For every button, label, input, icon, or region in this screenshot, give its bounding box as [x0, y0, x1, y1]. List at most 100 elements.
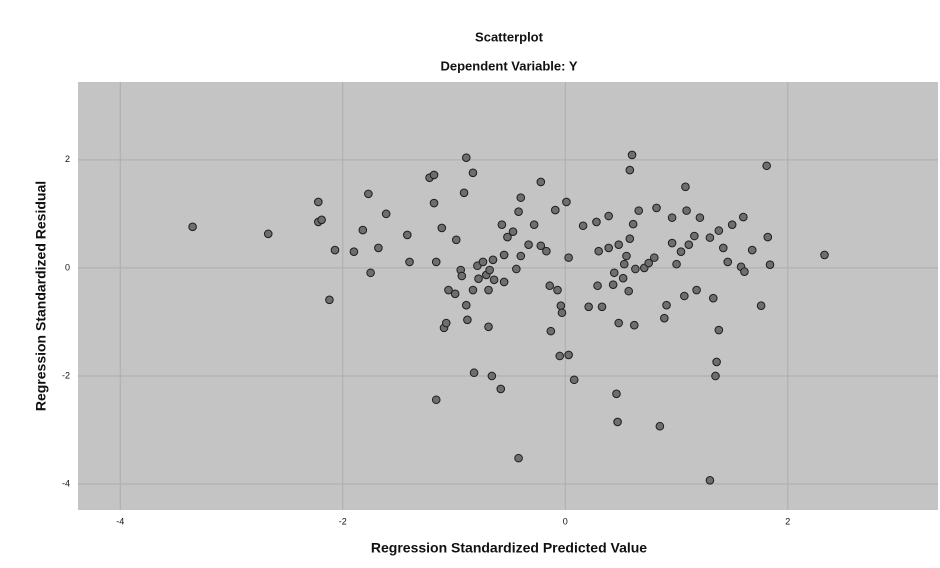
point	[551, 206, 559, 214]
point	[486, 266, 494, 274]
point	[706, 234, 714, 242]
point	[451, 290, 459, 298]
point	[630, 321, 638, 329]
point	[554, 286, 562, 294]
point	[715, 326, 723, 334]
point	[570, 376, 578, 384]
point	[681, 292, 689, 300]
point	[331, 246, 339, 254]
point	[189, 223, 197, 231]
x-tick-label: -4	[116, 516, 124, 526]
point	[593, 218, 601, 226]
point	[628, 151, 636, 159]
point	[763, 162, 771, 170]
point	[619, 274, 627, 282]
plot-area	[78, 82, 938, 510]
point	[629, 220, 637, 228]
point	[485, 286, 493, 294]
point	[543, 247, 551, 255]
point	[712, 372, 720, 380]
point	[696, 214, 704, 222]
point	[500, 251, 508, 259]
point	[485, 323, 493, 331]
y-tick-label: 2	[65, 154, 70, 164]
point	[663, 301, 671, 309]
point	[615, 241, 623, 249]
point	[469, 286, 477, 294]
point	[442, 319, 450, 327]
page: Scatterplot Dependent Variable: Y Regres…	[0, 0, 940, 568]
point	[757, 302, 765, 310]
point	[464, 316, 472, 324]
point	[432, 396, 440, 404]
point	[365, 190, 373, 198]
point	[469, 169, 477, 177]
point	[685, 241, 693, 249]
point	[706, 476, 714, 484]
point	[565, 351, 573, 359]
point	[821, 251, 829, 259]
chart-title: Scatterplot	[475, 29, 544, 44]
point	[748, 246, 756, 254]
point	[668, 214, 676, 222]
point	[479, 258, 487, 266]
x-tick-label: -2	[339, 516, 347, 526]
chart-subtitle: Dependent Variable: Y	[440, 58, 577, 73]
point	[595, 247, 603, 255]
point	[626, 235, 634, 243]
point	[719, 244, 727, 252]
point	[635, 207, 643, 215]
point	[668, 239, 676, 247]
point	[488, 372, 496, 380]
point	[563, 198, 571, 206]
point	[626, 166, 634, 174]
point	[359, 226, 367, 234]
point	[625, 287, 633, 295]
point	[406, 258, 414, 266]
point	[653, 204, 661, 212]
point	[556, 352, 564, 360]
point	[438, 224, 446, 232]
point	[497, 385, 505, 393]
point	[613, 390, 621, 398]
point	[367, 269, 375, 277]
y-axis-label: Regression Standardized Residual	[33, 181, 49, 411]
point	[458, 272, 466, 280]
point	[605, 212, 613, 220]
point	[546, 282, 554, 290]
point	[460, 189, 468, 197]
point	[375, 244, 383, 252]
point	[350, 248, 358, 256]
point	[615, 319, 623, 327]
point	[326, 296, 334, 304]
x-axis-label: Regression Standardized Predicted Value	[371, 540, 647, 556]
point	[547, 327, 555, 335]
point	[683, 207, 691, 215]
point	[713, 358, 721, 366]
point	[764, 233, 772, 241]
point	[452, 236, 460, 244]
point	[513, 265, 521, 273]
point	[404, 231, 412, 239]
point	[656, 422, 664, 430]
point	[693, 286, 701, 294]
point	[598, 303, 606, 311]
point	[318, 216, 326, 224]
point	[651, 254, 659, 262]
point	[682, 183, 690, 191]
y-tick-label: 0	[65, 262, 70, 272]
point	[498, 221, 506, 229]
point	[740, 213, 748, 221]
point	[614, 418, 622, 426]
point	[557, 302, 565, 310]
point	[623, 252, 631, 260]
point	[475, 275, 483, 283]
x-tick-label: 2	[785, 516, 790, 526]
point	[462, 154, 470, 162]
point	[558, 309, 566, 317]
point	[709, 294, 717, 302]
point	[430, 171, 438, 179]
point	[766, 261, 774, 269]
point	[661, 314, 669, 322]
point	[715, 227, 723, 235]
